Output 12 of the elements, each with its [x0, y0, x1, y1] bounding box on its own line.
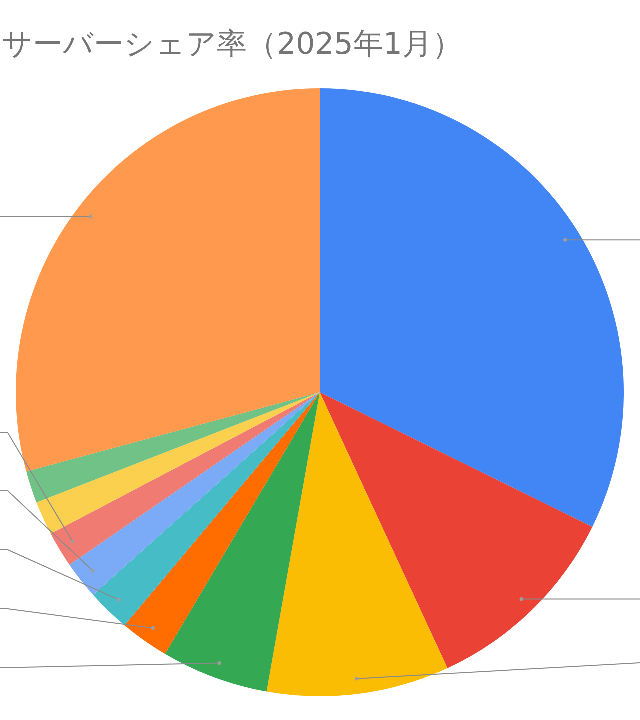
pie-slice — [320, 392, 593, 668]
pie-slice — [26, 392, 320, 503]
pie-slice — [93, 392, 320, 626]
pie-slice — [320, 88, 624, 528]
pie-slice — [36, 392, 320, 534]
pie-slice — [266, 392, 448, 696]
pie-slice — [70, 392, 320, 595]
pie-slice — [50, 392, 320, 565]
pie-slice — [165, 392, 320, 692]
pie-slice — [16, 88, 320, 472]
chart-title: サーバーシェア率（2025年1月） — [2, 27, 462, 62]
pie-slice — [124, 392, 320, 654]
